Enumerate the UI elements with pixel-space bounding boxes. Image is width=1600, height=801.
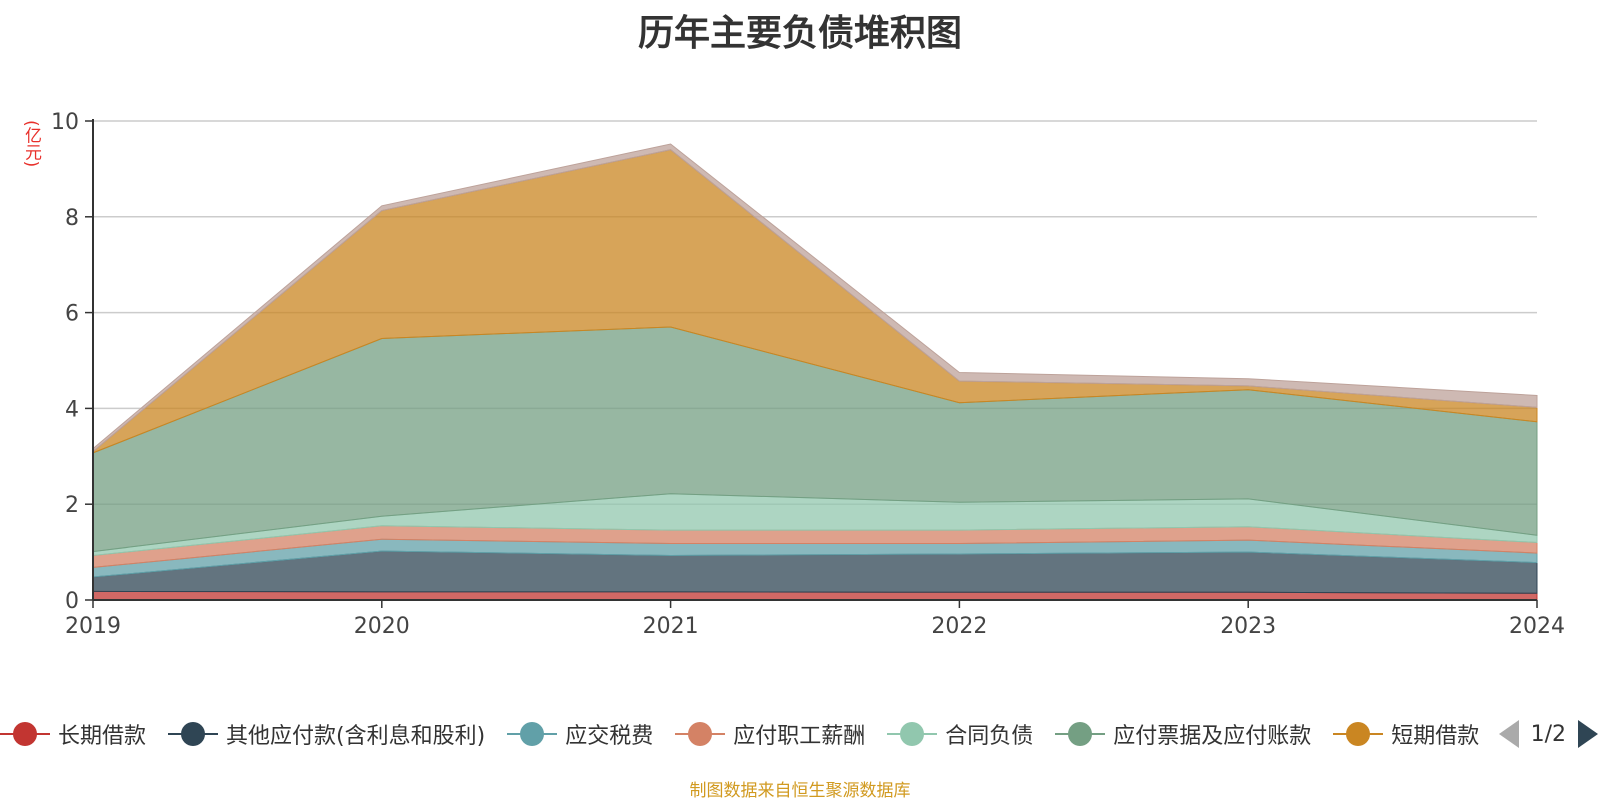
legend-item-4[interactable]: 合同负债 <box>887 712 1033 756</box>
legend-marker-icon <box>507 722 558 746</box>
legend-marker-icon <box>887 722 938 746</box>
y-tick-label: 0 <box>65 589 79 614</box>
y-tick-label: 10 <box>51 110 79 135</box>
legend-page-indicator: 1/2 <box>1530 721 1566 747</box>
x-tick-label: 2022 <box>931 614 987 639</box>
legend-item-2[interactable]: 应交税费 <box>507 712 653 756</box>
legend-label: 其他应付款(含利息和股利) <box>226 724 486 749</box>
area-series-7[interactable] <box>92 143 1538 453</box>
legend-pager: 1/2 <box>1490 712 1600 756</box>
legend-marker-icon <box>0 722 50 746</box>
y-tick-label: 8 <box>65 206 79 231</box>
x-tick-label: 2021 <box>643 614 699 639</box>
y-tick-label: 4 <box>65 397 79 422</box>
legend-label: 短期借款 <box>1391 724 1480 749</box>
legend-next-page-icon[interactable] <box>1578 720 1598 748</box>
legend-marker-icon <box>1333 722 1384 746</box>
legend-prev-page-icon[interactable] <box>1498 720 1519 748</box>
legend-label: 合同负债 <box>945 724 1034 749</box>
chart-title: 历年主要负债堆积图 <box>637 13 962 54</box>
area-series-layer <box>92 143 1538 601</box>
legend-item-3[interactable]: 应付职工薪酬 <box>675 712 865 756</box>
x-tick-label: 2020 <box>354 614 410 639</box>
legend-label: 应付票据及应付账款 <box>1113 724 1312 749</box>
data-source-note: 制图数据来自恒生聚源数据库 <box>689 781 911 801</box>
axes: 0 2 4 6 8 10 2019 2020 2021 2022 2023 2024 <box>51 110 1565 639</box>
legend-item-6[interactable]: 短期借款 <box>1333 712 1479 756</box>
stacked-area-chart: 0 2 4 6 8 10 2019 2020 2021 2022 2023 2024 <box>51 110 1565 639</box>
y-axis-unit-label: (亿元) <box>21 120 41 168</box>
legend-marker-icon <box>168 722 219 746</box>
legend-label: 应付职工薪酬 <box>733 724 866 749</box>
y-tick-label: 2 <box>65 493 79 518</box>
chart-legend: 长期借款 其他应付款(含利息和股利) 应交税费 应付职工薪酬 合同负债 应付票据及应付账款… <box>0 712 1490 756</box>
legend-label: 长期借款 <box>58 724 147 749</box>
legend-item-5[interactable]: 应付票据及应付账款 <box>1055 712 1311 756</box>
x-tick-label: 2019 <box>65 614 121 639</box>
x-tick-label: 2023 <box>1220 614 1276 639</box>
legend-marker-icon <box>1055 722 1106 746</box>
legend-item-1[interactable]: 其他应付款(含利息和股利) <box>168 712 485 756</box>
legend-item-0[interactable]: 长期借款 <box>0 712 146 756</box>
y-tick-label: 6 <box>65 302 79 327</box>
legend-label: 应交税费 <box>565 724 654 749</box>
x-tick-label: 2024 <box>1509 614 1565 639</box>
legend-marker-icon <box>675 722 726 746</box>
